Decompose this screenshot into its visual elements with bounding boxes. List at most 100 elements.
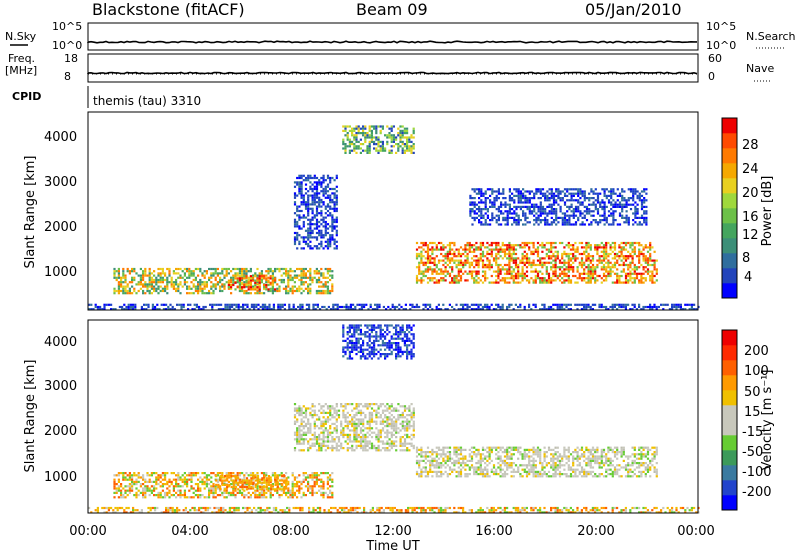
- heatmap-cell: [651, 279, 654, 282]
- heatmap-cell: [208, 489, 211, 492]
- heatmap-cell: [249, 483, 252, 486]
- heatmap-cell: [561, 303, 564, 306]
- heatmap-cell: [512, 261, 515, 264]
- heatmap-cell: [247, 491, 250, 494]
- heatmap-cell: [309, 227, 312, 230]
- heatmap-cell: [357, 405, 360, 408]
- heatmap-cell: [627, 268, 630, 271]
- heatmap-cell: [600, 268, 603, 271]
- heatmap-cell: [390, 125, 393, 128]
- heatmap-cell: [598, 246, 601, 249]
- heatmap-cell: [214, 491, 217, 494]
- heatmap-cell: [302, 214, 305, 217]
- heatmap-cell: [311, 176, 314, 180]
- heatmap-cell: [677, 303, 680, 306]
- heatmap-cell: [293, 236, 297, 239]
- heatmap-cell: [491, 188, 494, 191]
- heatmap-cell: [473, 203, 476, 206]
- heatmap-cell: [254, 489, 257, 492]
- heatmap-cell: [315, 194, 319, 197]
- heatmap-cell: [359, 143, 362, 146]
- heatmap-cell: [486, 250, 489, 253]
- heatmap-cell: [631, 303, 634, 306]
- heatmap-cell: [287, 480, 290, 483]
- heatmap-cell: [499, 255, 502, 258]
- heatmap-cell: [302, 491, 305, 494]
- heatmap-cell: [122, 270, 125, 273]
- heatmap-cell: [621, 190, 624, 193]
- heatmap-cell: [296, 440, 299, 443]
- heatmap-cell: [556, 305, 559, 309]
- heatmap-cell: [318, 289, 321, 293]
- heatmap-cell: [616, 259, 619, 262]
- heatmap-cell: [321, 305, 324, 309]
- heatmap-cell: [579, 190, 582, 193]
- heatmap-cell: [420, 270, 423, 273]
- heatmap-cell: [386, 136, 389, 139]
- heatmap-cell: [205, 480, 208, 483]
- heatmap-cell: [605, 246, 608, 249]
- heatmap-cell: [320, 190, 323, 193]
- heatmap-cell: [357, 127, 360, 130]
- heatmap-cell: [490, 303, 493, 306]
- heatmap-cell: [587, 246, 590, 249]
- heatmap-cell: [490, 281, 493, 284]
- heatmap-cell: [569, 244, 573, 247]
- heatmap-cell: [574, 188, 578, 191]
- heatmap-cell: [252, 477, 255, 480]
- heatmap-cell: [624, 281, 628, 284]
- heatmap-cell: [263, 494, 266, 497]
- heatmap-cell: [499, 268, 502, 271]
- heatmap-cell: [346, 427, 349, 430]
- heatmap-cell: [276, 491, 279, 494]
- heatmap-cell: [285, 472, 288, 475]
- heatmap-cell: [375, 127, 378, 130]
- heatmap-cell: [131, 487, 134, 490]
- heatmap-cell: [287, 283, 290, 286]
- heatmap-cell: [313, 442, 316, 445]
- heatmap-cell: [227, 476, 230, 479]
- heatmap-cell: [309, 270, 312, 273]
- heatmap-cell: [212, 283, 215, 286]
- heatmap-cell: [466, 305, 469, 309]
- heatmap-cell: [486, 210, 489, 213]
- heatmap-cell: [466, 255, 469, 258]
- heatmap-cell: [217, 308, 220, 311]
- heatmap-cell: [291, 485, 294, 488]
- heatmap-cell: [544, 210, 547, 213]
- heatmap-cell: [558, 261, 562, 264]
- heatmap-cell: [632, 192, 635, 195]
- heatmap-cell: [107, 303, 110, 306]
- heatmap-cell: [484, 221, 487, 224]
- heatmap-cell: [594, 205, 597, 208]
- heatmap-cell: [398, 303, 401, 306]
- heatmap-cell: [418, 255, 421, 258]
- heatmap-cell: [256, 267, 259, 271]
- power-cbar-tick-20: 20: [742, 186, 759, 201]
- heatmap-cell: [161, 474, 164, 477]
- heatmap-cell: [502, 212, 505, 215]
- heatmap-cell: [259, 481, 262, 484]
- heatmap-cell: [271, 472, 274, 475]
- heatmap-cell: [541, 194, 545, 197]
- heatmap-cell: [673, 305, 676, 309]
- heatmap-cell: [521, 277, 524, 280]
- heatmap-cell: [530, 197, 534, 200]
- heatmap-cell: [296, 238, 299, 241]
- heatmap-cell: [357, 444, 360, 447]
- heatmap-cell: [243, 292, 246, 295]
- heatmap-cell: [192, 472, 195, 475]
- heatmap-cell: [364, 125, 367, 128]
- heatmap-cell: [120, 491, 123, 494]
- heatmap-cell: [245, 472, 248, 475]
- heatmap-cell: [627, 223, 630, 226]
- heatmap-cell: [622, 268, 625, 271]
- heatmap-cell: [315, 207, 319, 210]
- heatmap-cell: [557, 192, 560, 195]
- freq-tick-top: 18: [64, 52, 78, 65]
- heatmap-cell: [304, 411, 308, 414]
- heatmap-cell: [120, 483, 123, 486]
- heatmap-cell: [296, 420, 299, 423]
- heatmap-cell: [462, 252, 465, 256]
- heatmap-cell: [563, 214, 567, 217]
